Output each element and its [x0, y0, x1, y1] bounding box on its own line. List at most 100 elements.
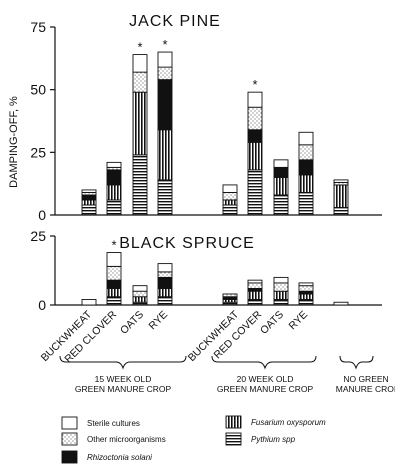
bar-segment	[157, 179, 173, 216]
bar-stack	[157, 51, 173, 216]
bar-segment	[157, 129, 173, 181]
bar-segment	[273, 290, 289, 300]
x-tick-label: RYE	[286, 309, 310, 333]
bar-stack	[106, 252, 122, 306]
bar-segment	[273, 159, 289, 168]
bar-stack	[247, 279, 263, 306]
bar-stack	[273, 159, 289, 216]
bar-segment	[81, 299, 97, 306]
bar-stack	[333, 301, 349, 306]
bar-segment	[247, 91, 263, 108]
significance-star: *	[137, 40, 142, 55]
bar-segment	[247, 169, 263, 216]
jack-pine-title: JACK PINE	[129, 13, 221, 30]
bar-segment	[132, 54, 148, 73]
bar-stack	[81, 189, 97, 216]
bar-segment	[81, 189, 97, 193]
significance-star: *	[111, 238, 116, 253]
bar-segment	[273, 176, 289, 196]
bar-segment	[298, 282, 314, 287]
bar-segment	[222, 199, 238, 206]
bar-segment	[247, 299, 263, 306]
bar-segment	[132, 290, 148, 298]
bar-segment	[132, 71, 148, 93]
bar-segment	[157, 296, 173, 306]
bar-segment	[132, 296, 148, 303]
black-spruce-y-ticks: 0 25	[30, 228, 55, 313]
y-tick-label: 0	[38, 207, 46, 223]
bar-segment	[298, 285, 314, 292]
bar-segment	[157, 287, 173, 298]
legend-swatch-fusarium	[225, 415, 242, 429]
bar-segment	[273, 282, 289, 292]
x-tick-label: OATS	[118, 309, 146, 337]
brace-no-manure	[339, 355, 374, 370]
bar-segment	[247, 129, 263, 143]
legend-label-pythium: Pythium spp	[251, 435, 296, 444]
bar-segment	[247, 290, 263, 300]
bar-segment	[247, 141, 263, 171]
y-tick-label: 25	[30, 228, 46, 244]
bar-segment	[247, 106, 263, 131]
bar-segment	[157, 51, 173, 68]
bar-segment	[333, 207, 349, 216]
black-spruce-panel: BLACK SPRUCE 0 25 *	[30, 228, 382, 313]
bar-stack	[298, 282, 314, 306]
bar-segment	[222, 191, 238, 201]
bar-segment	[273, 194, 289, 216]
legend-swatch-pythium	[225, 432, 242, 446]
group-label-no-manure-line1: NO GREEN	[343, 374, 388, 384]
bar-segment	[157, 66, 173, 81]
bar-segment	[106, 199, 122, 216]
jack-pine-y-ticks: 0 25 50 75	[30, 19, 55, 223]
bar-stack	[81, 299, 97, 306]
bar-segment	[247, 282, 263, 289]
bar-segment	[157, 276, 173, 289]
group-labels: 15 WEEK OLD GREEN MANURE CROP 20 WEEK OL…	[75, 374, 395, 394]
bar-segment	[247, 279, 263, 284]
bar-segment	[132, 91, 148, 156]
group-label-15-week-line2: GREEN MANURE CROP	[75, 384, 172, 394]
bar-segment	[81, 194, 97, 201]
bar-segment	[157, 263, 173, 273]
bar-segment	[333, 184, 349, 208]
x-category-labels: BUCKWHEAT RED CLOVER OATS RYE BUCKWHEAT …	[39, 308, 310, 365]
bar-segment	[222, 204, 238, 216]
bar-stack	[333, 179, 349, 216]
bar-segment	[106, 287, 122, 298]
significance-star: *	[252, 77, 257, 92]
bar-stack	[222, 184, 238, 216]
y-tick-label: 0	[38, 297, 46, 313]
y-tick-label: 50	[30, 82, 46, 98]
bar-segment	[298, 174, 314, 193]
bar-segment	[81, 199, 97, 206]
bar-segment	[157, 271, 173, 278]
legend-swatch-sterile	[61, 416, 78, 430]
legend: Sterile cultures Other microorganisms Rh…	[61, 415, 326, 464]
bar-segment	[273, 299, 289, 306]
legend-swatch-other	[61, 432, 78, 446]
bar-segment	[333, 301, 349, 306]
bar-segment	[298, 131, 314, 146]
bar-stack	[273, 276, 289, 306]
bar-segment	[298, 299, 314, 306]
jack-pine-bars: * * *	[81, 37, 349, 216]
bar-segment	[106, 252, 122, 267]
significance-star: *	[162, 37, 167, 52]
bar-stack	[298, 131, 314, 216]
bar-segment	[132, 285, 148, 292]
bar-segment	[106, 265, 122, 281]
bar-stack	[222, 293, 238, 306]
legend-label-other: Other microorganisms	[87, 435, 166, 444]
group-label-no-manure-line2: MANURE CROI	[336, 384, 395, 394]
y-tick-label: 75	[30, 19, 46, 35]
legend-label-fusarium: Fusarium oxysporum	[251, 418, 326, 427]
legend-label-sterile: Sterile cultures	[87, 419, 140, 428]
bar-segment	[81, 204, 97, 216]
y-tick-label: 25	[30, 144, 46, 160]
brace-15-week	[59, 355, 187, 370]
jack-pine-panel: JACK PINE DAMPING-OFF, % 0 25 50 75 * * *	[8, 13, 382, 223]
bar-segment	[132, 154, 148, 216]
bar-segment	[106, 279, 122, 289]
